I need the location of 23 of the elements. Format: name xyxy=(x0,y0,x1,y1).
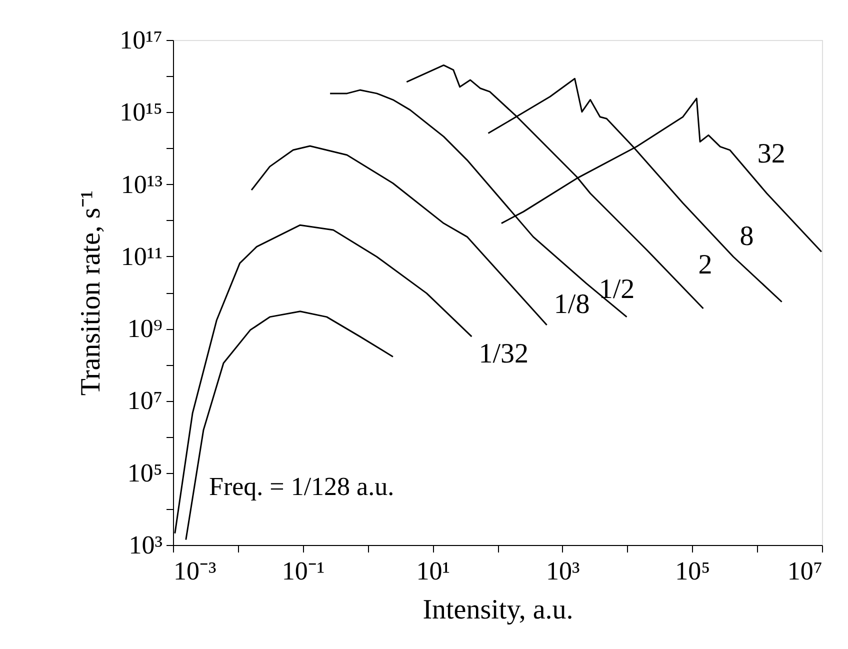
y-tick-label: 10¹⁵ xyxy=(120,98,162,127)
y-tick-label: 10¹⁷ xyxy=(120,26,162,54)
series-label: 1/2 xyxy=(598,274,635,305)
x-axis-title: Intensity, a.u. xyxy=(422,594,574,626)
y-tick-label: 10⁵ xyxy=(127,458,162,488)
y-axis-title: Transition rate, s⁻¹ xyxy=(76,190,107,396)
y-tick-label: 10⁹ xyxy=(127,314,162,344)
series-label: 1/32 xyxy=(478,338,529,370)
series-label: 32 xyxy=(757,138,786,170)
x-tick-label: 10⁵ xyxy=(675,556,710,586)
x-tick-label: 10³ xyxy=(546,556,580,586)
y-tick-label: 10¹³ xyxy=(120,170,163,199)
y-tick-label: 10³ xyxy=(128,530,163,560)
x-tick-label: 10⁻³ xyxy=(174,556,216,586)
annotation: Freq. = 1/128 a.u. xyxy=(209,472,394,501)
y-tick-label: 10¹¹ xyxy=(120,242,162,271)
series-label: 1/8 xyxy=(554,288,590,320)
y-tick-label: 10⁷ xyxy=(127,386,162,416)
x-tick-label: 10⁻¹ xyxy=(282,556,325,586)
x-tick-label: 10⁷ xyxy=(787,556,822,586)
x-tick-label: 10¹ xyxy=(416,556,450,586)
series-label: 8 xyxy=(740,220,754,252)
series-label: 2 xyxy=(698,250,712,281)
